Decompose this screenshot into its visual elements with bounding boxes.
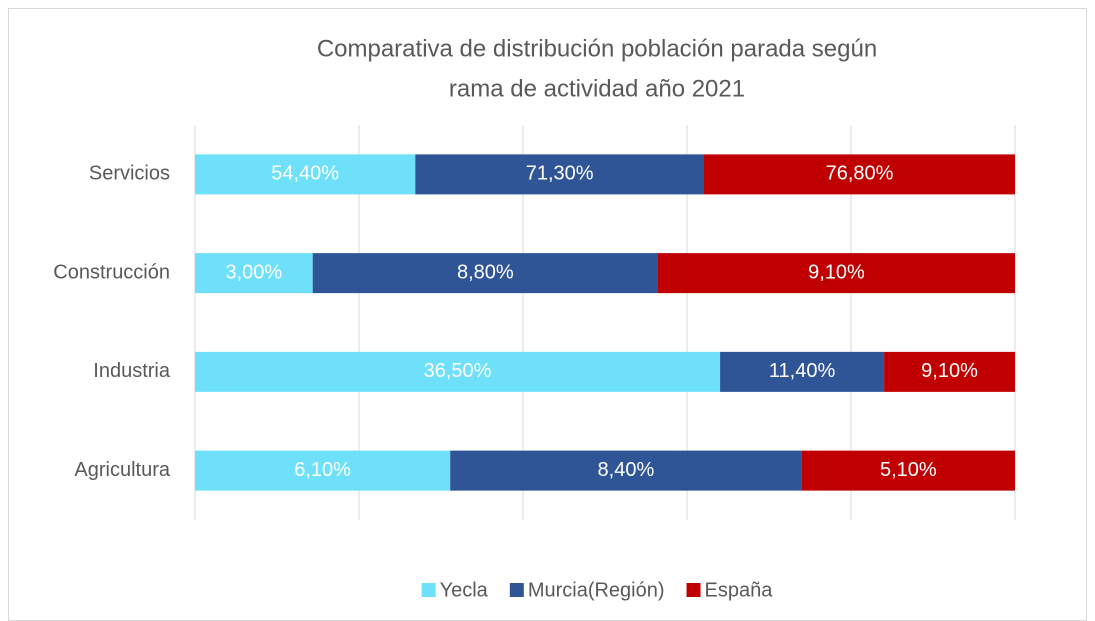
bar-segment <box>312 253 658 294</box>
legend-label: España <box>705 579 774 601</box>
bar-segment <box>195 253 313 294</box>
data-label: 9,10% <box>921 360 978 382</box>
bar-segment <box>801 450 1015 491</box>
legend-label: Yecla <box>440 579 489 601</box>
data-label: 76,80% <box>826 163 894 185</box>
bar-segment <box>195 154 416 195</box>
chart-frame <box>8 8 1087 621</box>
y-tick-label: Construcción <box>53 261 170 283</box>
bar-segment <box>415 154 705 195</box>
data-label: 36,50% <box>424 360 492 382</box>
bar-segment <box>657 253 1015 294</box>
data-label: 8,80% <box>457 261 514 283</box>
bar-segment <box>195 450 451 491</box>
legend-swatch <box>686 583 701 597</box>
bar-segment <box>704 154 1015 195</box>
data-label: 11,40% <box>769 360 836 382</box>
bar-segment <box>195 351 721 392</box>
y-tick-label: Agricultura <box>74 459 170 481</box>
data-label: 6,10% <box>294 459 351 481</box>
data-label: 5,10% <box>880 459 937 481</box>
y-tick-label: Servicios <box>89 163 170 185</box>
legend-swatch <box>509 583 524 597</box>
chart-title: Comparativa de distribución población pa… <box>317 35 877 62</box>
y-tick-label: Industria <box>93 360 171 382</box>
data-label: 8,40% <box>598 459 655 481</box>
bar-segment <box>450 450 802 491</box>
data-label: 9,10% <box>808 261 865 283</box>
legend-label: Murcia(Región) <box>528 579 665 601</box>
bar-segment <box>720 351 885 392</box>
data-label: 3,00% <box>225 261 282 283</box>
legend-swatch <box>421 583 436 597</box>
bar-segment <box>884 351 1015 392</box>
chart-title: rama de actividad año 2021 <box>449 75 745 102</box>
data-label: 71,30% <box>526 163 594 185</box>
data-label: 54,40% <box>271 163 339 185</box>
